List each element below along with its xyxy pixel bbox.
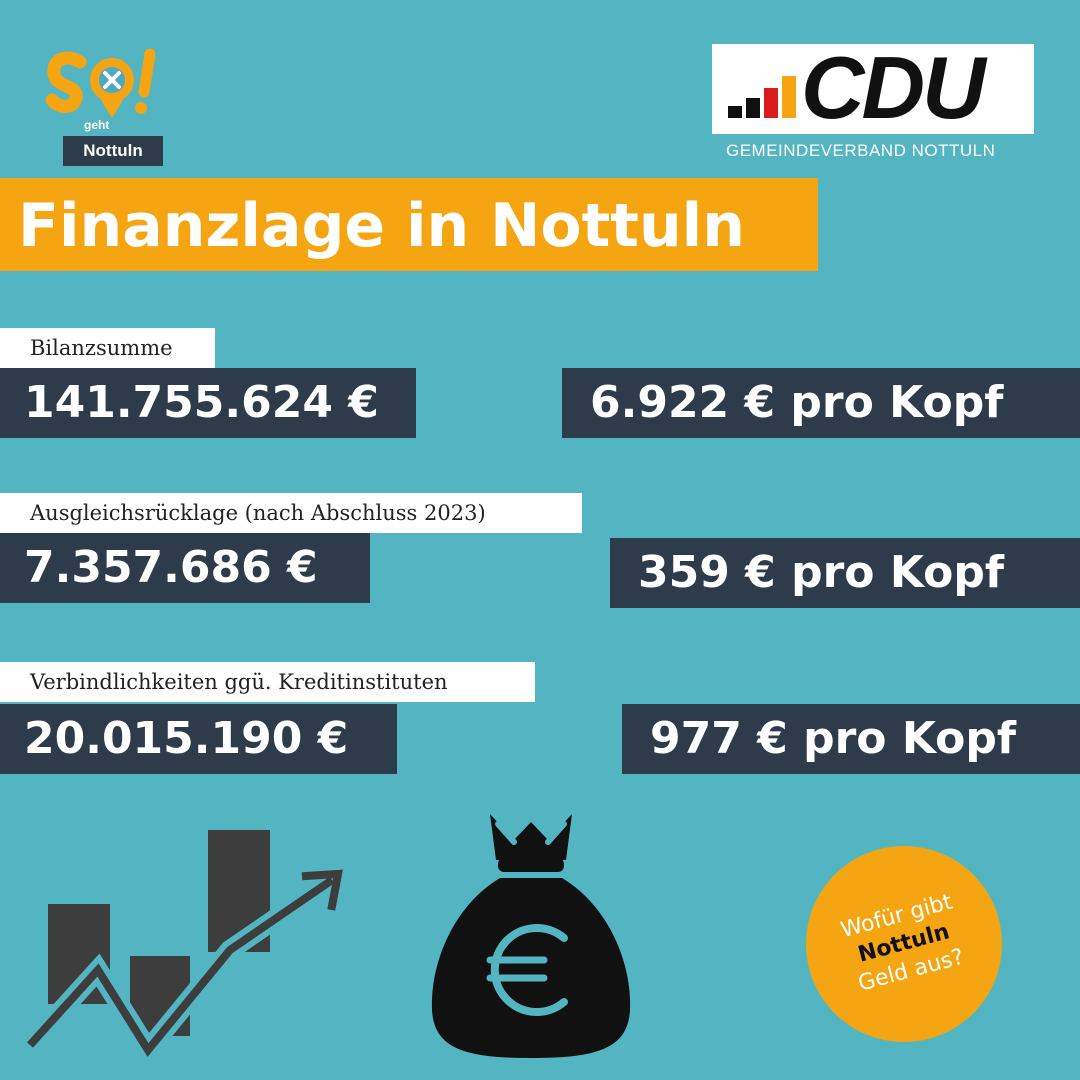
per-capita-bilanzsumme: 6.922 € pro Kopf [562, 368, 1080, 438]
euro-money-bag-icon [431, 814, 631, 1058]
page-title: Finanzlage in Nottuln [18, 191, 745, 261]
label-ausgleichsruecklage: Ausgleichsrücklage (nach Abschluss 2023) [0, 493, 582, 533]
value-ausgleichsruecklage: 7.357.686 € [0, 533, 370, 603]
label-bilanzsumme: Bilanzsumme [0, 328, 215, 368]
cdu-bar-red [764, 88, 778, 118]
logo-nottuln-label: Nottuln [63, 136, 163, 166]
per-capita-verbindlichkeiten: 977 € pro Kopf [622, 704, 1080, 774]
cdu-bar-black [728, 106, 742, 118]
so-geht-nottuln-logo: geht Nottuln [46, 42, 196, 172]
question-badge: Wofür gibt Nottuln Geld aus? [783, 823, 1025, 1065]
cdu-wordmark: CDU [801, 38, 986, 137]
title-banner: Finanzlage in Nottuln [0, 178, 818, 271]
cdu-logo: CDU [712, 40, 1034, 136]
cdu-subtitle: GEMEINDEVERBAND NOTTULN [726, 141, 996, 160]
cdu-bar-gold [782, 76, 796, 118]
label-verbindlichkeiten: Verbindlichkeiten ggü. Kreditinstituten [0, 662, 535, 702]
value-bilanzsumme: 141.755.624 € [0, 368, 416, 438]
value-verbindlichkeiten: 20.015.190 € [0, 704, 397, 774]
per-capita-ausgleichsruecklage: 359 € pro Kopf [610, 538, 1080, 608]
cdu-bar-black-2 [746, 98, 760, 118]
logo-geht-text: geht [84, 118, 110, 132]
rising-chart-icon [22, 830, 343, 1068]
so-logo-lettering-icon [46, 48, 156, 118]
